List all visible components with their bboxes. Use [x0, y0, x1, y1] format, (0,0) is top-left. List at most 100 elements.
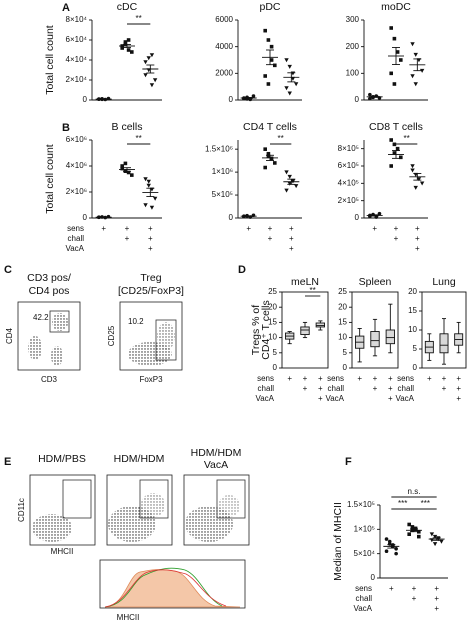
data-point	[389, 164, 393, 168]
data-point	[130, 173, 134, 177]
y-tick-label: 0	[343, 363, 348, 372]
data-point	[389, 26, 393, 30]
data-point	[287, 64, 292, 69]
significance-label: **	[136, 14, 142, 23]
data-point	[269, 156, 274, 161]
axis-label: MHCII	[51, 547, 74, 556]
data-point	[407, 532, 411, 536]
cell-cloud	[52, 313, 68, 331]
data-point	[120, 166, 124, 171]
data-point	[417, 534, 421, 539]
condition-mark: +	[427, 374, 432, 383]
data-point	[410, 74, 415, 79]
y-tick-label: 0	[83, 213, 88, 222]
data-point	[143, 60, 148, 65]
axis-label: CD4	[5, 327, 14, 344]
condition-mark: +	[389, 584, 394, 593]
flow-plot	[17, 301, 81, 371]
histogram-curve	[104, 567, 223, 608]
cell-cloud	[185, 506, 233, 542]
flow-title: CD4 pos	[29, 285, 70, 297]
data-point	[293, 184, 299, 189]
data-point	[429, 532, 435, 537]
condition-mark: +	[303, 374, 308, 383]
panel-label: B	[62, 122, 70, 134]
y-tick-label: 4×10⁵	[338, 178, 359, 187]
condition-label: chall	[398, 384, 415, 393]
data-point	[152, 78, 158, 83]
condition-label: VacA	[65, 244, 84, 253]
axis-label: MHCII	[117, 613, 140, 622]
data-point	[146, 183, 151, 188]
data-point	[413, 185, 418, 190]
significance-label: **	[136, 134, 142, 143]
data-point	[152, 196, 158, 201]
data-point	[284, 170, 289, 175]
condition-label: VacA	[255, 394, 274, 403]
data-point	[263, 165, 267, 170]
data-point	[392, 151, 397, 155]
chart-title: CD8 T cells	[369, 121, 423, 133]
condition-mark: +	[394, 234, 399, 243]
condition-mark: +	[148, 234, 153, 243]
data-point	[392, 36, 397, 41]
y-tick-label: 0	[371, 573, 376, 582]
data-point	[384, 549, 389, 554]
condition-mark: +	[372, 224, 377, 233]
data-point	[284, 86, 289, 91]
condition-mark: +	[373, 384, 378, 393]
axis-label: FoxP3	[139, 375, 163, 384]
y-tick-label: 15	[338, 318, 347, 327]
condition-mark: +	[125, 224, 130, 233]
condition-mark: +	[456, 374, 461, 383]
data-point	[395, 50, 400, 54]
condition-mark: +	[394, 224, 399, 233]
box	[300, 326, 310, 336]
cell-cloud	[157, 322, 175, 350]
condition-mark: +	[357, 374, 362, 383]
data-point	[266, 151, 271, 156]
data-point	[266, 154, 271, 158]
y-tick-label: 100	[346, 68, 360, 77]
data-point	[407, 522, 411, 527]
significance-label: n.s.	[408, 487, 421, 496]
y-axis-label: CD4⁺ T cells	[260, 300, 272, 359]
panel-label: D	[238, 264, 246, 276]
condition-mark: +	[101, 224, 106, 233]
gate	[49, 310, 70, 333]
data-point	[126, 170, 131, 175]
data-point	[269, 58, 274, 62]
y-tick-label: 4×10⁴	[66, 55, 88, 64]
data-point	[149, 53, 155, 58]
data-point	[120, 46, 124, 50]
data-point	[392, 82, 397, 86]
data-point	[123, 40, 128, 44]
chart-title: meLN	[291, 276, 319, 288]
chart-title: CD4 T cells	[243, 121, 297, 133]
significance-label: **	[310, 286, 316, 295]
data-point	[143, 203, 148, 208]
condition-mark: +	[268, 224, 273, 233]
condition-mark: +	[434, 594, 439, 603]
data-point	[384, 537, 389, 541]
y-tick-label: 1×10⁶	[212, 167, 233, 176]
condition-mark: +	[318, 374, 323, 383]
gate	[216, 479, 246, 519]
condition-mark: +	[456, 384, 461, 393]
y-tick-label: 2×10⁴	[66, 75, 88, 84]
condition-label: chall	[258, 384, 275, 393]
y-tick-label: 2000	[215, 68, 233, 77]
cell-cloud	[141, 493, 165, 517]
histogram-curve	[104, 569, 227, 608]
condition-mark: +	[412, 594, 417, 603]
chart-title: Spleen	[359, 276, 392, 288]
data-point	[126, 38, 131, 42]
gate	[155, 319, 177, 361]
condition-mark: +	[456, 394, 461, 403]
data-point	[284, 188, 289, 193]
cell-cloud	[51, 346, 63, 366]
flow-title: VacA	[204, 459, 228, 471]
y-tick-label: 1×10⁵	[354, 524, 375, 533]
data-point	[387, 539, 392, 544]
y-tick-label: 0	[413, 363, 418, 372]
